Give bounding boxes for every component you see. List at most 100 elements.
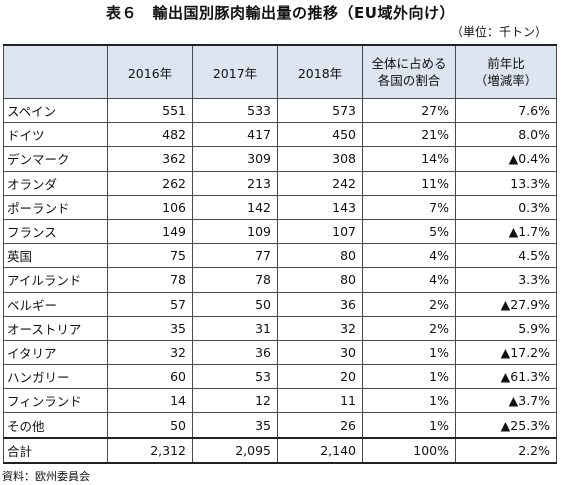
- value-2017-cell: 142: [192, 194, 278, 220]
- value-2017-cell: 213: [192, 170, 278, 196]
- value-2016-cell: 75: [107, 243, 193, 269]
- value-2018-cell: 80: [277, 267, 363, 293]
- value-2017-cell: 77: [192, 243, 278, 269]
- header-row: 2016年 2017年 2018年 全体に占める 各国の割合 前年比 （増減率）: [3, 44, 557, 99]
- table-row: ハンガリー 60 53 20 1% ▲61.3%: [3, 364, 557, 390]
- table-row: 英国 75 77 80 4% 4.5%: [3, 243, 557, 269]
- value-2017-cell: 109: [192, 218, 278, 245]
- country-cell: 英国: [3, 243, 108, 269]
- country-cell: フランス: [3, 218, 108, 245]
- table-row: デンマーク 362 309 308 14% ▲0.4%: [3, 146, 557, 172]
- value-2018-cell: 36: [277, 291, 363, 317]
- value-2017-cell: 12: [192, 388, 278, 414]
- table-row: ベルギー 57 50 36 2% ▲27.9%: [3, 291, 557, 317]
- yoy-cell: 5.9%: [455, 315, 557, 341]
- share-cell: 1%: [362, 412, 456, 439]
- value-2016-cell: 78: [107, 267, 193, 293]
- header-yoy-line2: （増減率）: [474, 73, 538, 88]
- share-cell: 21%: [362, 122, 456, 148]
- total-row: 合計 2,312 2,095 2,140 100% 2.2%: [3, 436, 557, 464]
- value-2016-cell: 149: [107, 218, 193, 245]
- header-blank: [3, 44, 108, 99]
- table-row: オーストリア 35 31 32 2% 5.9%: [3, 315, 557, 341]
- value-2016-cell: 106: [107, 194, 193, 220]
- header-yoy-line1: 前年比: [487, 56, 525, 71]
- share-cell: 2%: [362, 291, 456, 317]
- yoy-cell: 13.3%: [455, 170, 557, 196]
- header-2018: 2018年: [277, 44, 363, 99]
- share-cell: 1%: [362, 388, 456, 414]
- value-2018-cell: 26: [277, 412, 363, 439]
- table-body: スペイン 551 533 573 27% 7.6% ドイツ 482 417 450 21% 8.0% デ…: [3, 97, 557, 464]
- table-row: イタリア 32 36 30 1% ▲17.2%: [3, 339, 557, 366]
- country-cell: スペイン: [3, 97, 108, 124]
- value-2017-cell: 31: [192, 315, 278, 341]
- yoy-cell: ▲3.7%: [455, 388, 557, 414]
- share-cell: 11%: [362, 170, 456, 196]
- value-2018-cell: 308: [277, 146, 363, 172]
- value-2018-cell: 11: [277, 388, 363, 414]
- value-2016-cell: 2,312: [107, 436, 193, 464]
- value-2017-cell: 417: [192, 122, 278, 148]
- value-2018-cell: 2,140: [277, 436, 363, 464]
- value-2017-cell: 309: [192, 146, 278, 172]
- value-2018-cell: 573: [277, 97, 363, 124]
- share-cell: 1%: [362, 364, 456, 390]
- share-cell: 14%: [362, 146, 456, 172]
- value-2016-cell: 50: [107, 412, 193, 439]
- table-row: フィンランド 14 12 11 1% ▲3.7%: [3, 388, 557, 414]
- table-row: ポーランド 106 142 143 7% 0.3%: [3, 194, 557, 220]
- value-2017-cell: 533: [192, 97, 278, 124]
- country-cell: ドイツ: [3, 122, 108, 148]
- source-note: 資料：欧州委員会: [2, 470, 90, 483]
- value-2018-cell: 107: [277, 218, 363, 245]
- country-cell: デンマーク: [3, 146, 108, 172]
- country-cell: ポーランド: [3, 194, 108, 220]
- value-2018-cell: 80: [277, 243, 363, 269]
- value-2016-cell: 14: [107, 388, 193, 414]
- country-cell: その他: [3, 412, 108, 439]
- share-cell: 1%: [362, 339, 456, 366]
- pork-export-table: 2016年 2017年 2018年 全体に占める 各国の割合 前年比 （増減率）…: [3, 44, 557, 464]
- yoy-cell: ▲61.3%: [455, 364, 557, 390]
- yoy-cell: ▲1.7%: [455, 218, 557, 245]
- table-title: 表６ 輸出国別豚肉輸出量の推移（EU域外向け）: [106, 4, 455, 22]
- value-2017-cell: 50: [192, 291, 278, 317]
- header-share-line1: 全体に占める: [371, 56, 447, 71]
- value-2016-cell: 35: [107, 315, 193, 341]
- value-2016-cell: 60: [107, 364, 193, 390]
- table-row: アイルランド 78 78 80 4% 3.3%: [3, 267, 557, 293]
- yoy-cell: 7.6%: [455, 97, 557, 124]
- share-cell: 4%: [362, 267, 456, 293]
- unit-label: （単位：千トン）: [450, 25, 547, 39]
- yoy-cell: ▲27.9%: [455, 291, 557, 317]
- country-cell: オーストリア: [3, 315, 108, 341]
- value-2017-cell: 78: [192, 267, 278, 293]
- country-cell: ベルギー: [3, 291, 108, 317]
- yoy-cell: 4.5%: [455, 243, 557, 269]
- yoy-cell: 3.3%: [455, 267, 557, 293]
- table-row: フランス 149 109 107 5% ▲1.7%: [3, 218, 557, 245]
- table-row: スペイン 551 533 573 27% 7.6%: [3, 97, 557, 124]
- header-2017: 2017年: [192, 44, 278, 99]
- share-cell: 7%: [362, 194, 456, 220]
- value-2017-cell: 2,095: [192, 436, 278, 464]
- table-row: ドイツ 482 417 450 21% 8.0%: [3, 122, 557, 148]
- value-2018-cell: 32: [277, 315, 363, 341]
- share-cell: 4%: [362, 243, 456, 269]
- country-cell: ハンガリー: [3, 364, 108, 390]
- value-2018-cell: 30: [277, 339, 363, 366]
- share-cell: 100%: [362, 436, 456, 464]
- country-cell: オランダ: [3, 170, 108, 196]
- value-2018-cell: 242: [277, 170, 363, 196]
- value-2017-cell: 35: [192, 412, 278, 439]
- yoy-cell: ▲17.2%: [455, 339, 557, 366]
- yoy-cell: 2.2%: [455, 436, 557, 464]
- value-2016-cell: 32: [107, 339, 193, 366]
- value-2016-cell: 362: [107, 146, 193, 172]
- yoy-cell: ▲25.3%: [455, 412, 557, 439]
- value-2018-cell: 20: [277, 364, 363, 390]
- value-2016-cell: 262: [107, 170, 193, 196]
- table-row: その他 50 35 26 1% ▲25.3%: [3, 412, 557, 439]
- yoy-cell: 0.3%: [455, 194, 557, 220]
